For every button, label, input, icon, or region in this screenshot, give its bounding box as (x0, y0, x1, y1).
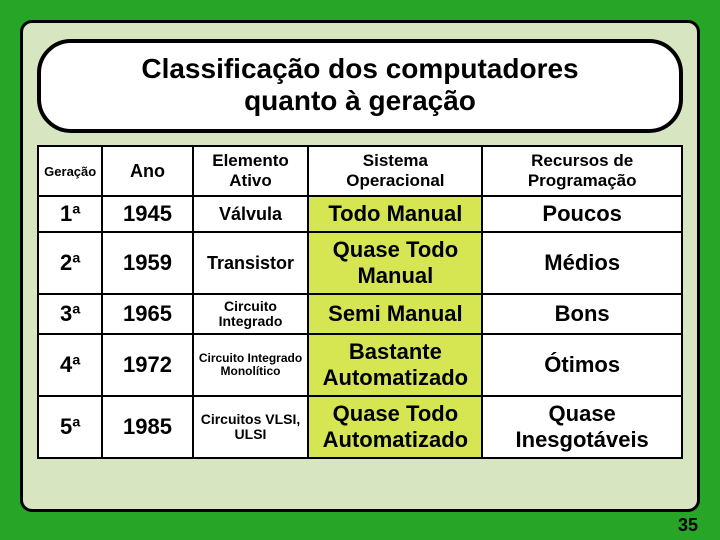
cell-recursos: Médios (482, 232, 682, 294)
cell-geracao: 4ª (38, 334, 102, 396)
cell-elemento: Transistor (193, 232, 309, 294)
slide-panel: Classificação dos computadores quanto à … (20, 20, 700, 512)
table-row: 2ª 1959 Transistor Quase Todo Manual Méd… (38, 232, 682, 294)
cell-ano: 1945 (102, 196, 192, 232)
header-recursos: Recursos de Programação (482, 146, 682, 196)
slide-outer: Classificação dos computadores quanto à … (0, 0, 720, 540)
cell-elemento: Circuito Integrado Monolítico (193, 334, 309, 396)
table-row: 4ª 1972 Circuito Integrado Monolítico Ba… (38, 334, 682, 396)
cell-ano: 1972 (102, 334, 192, 396)
cell-recursos: Bons (482, 294, 682, 333)
cell-elemento: Válvula (193, 196, 309, 232)
header-geracao: Geração (38, 146, 102, 196)
page-number: 35 (678, 515, 698, 536)
cell-geracao: 2ª (38, 232, 102, 294)
cell-sistema: Todo Manual (308, 196, 482, 232)
table-row: 1ª 1945 Válvula Todo Manual Poucos (38, 196, 682, 232)
cell-ano: 1985 (102, 396, 192, 458)
cell-geracao: 5ª (38, 396, 102, 458)
title-line-1: Classificação dos computadores (71, 53, 649, 85)
table-row: 5ª 1985 Circuitos VLSI, ULSI Quase Todo … (38, 396, 682, 458)
cell-elemento: Circuitos VLSI, ULSI (193, 396, 309, 458)
cell-sistema: Semi Manual (308, 294, 482, 333)
table-row: 3ª 1965 Circuito Integrado Semi Manual B… (38, 294, 682, 333)
header-ano: Ano (102, 146, 192, 196)
table-header-row: Geração Ano Elemento Ativo Sistema Opera… (38, 146, 682, 196)
title-line-2: quanto à geração (71, 85, 649, 117)
cell-geracao: 3ª (38, 294, 102, 333)
cell-sistema: Quase Todo Automatizado (308, 396, 482, 458)
cell-recursos: Poucos (482, 196, 682, 232)
cell-recursos: Quase Inesgotáveis (482, 396, 682, 458)
cell-geracao: 1ª (38, 196, 102, 232)
cell-recursos: Ótimos (482, 334, 682, 396)
header-sistema: Sistema Operacional (308, 146, 482, 196)
generations-table: Geração Ano Elemento Ativo Sistema Opera… (37, 145, 683, 458)
cell-ano: 1965 (102, 294, 192, 333)
cell-elemento: Circuito Integrado (193, 294, 309, 333)
cell-sistema: Quase Todo Manual (308, 232, 482, 294)
header-elemento: Elemento Ativo (193, 146, 309, 196)
title-box: Classificação dos computadores quanto à … (37, 39, 683, 133)
cell-ano: 1959 (102, 232, 192, 294)
cell-sistema: Bastante Automatizado (308, 334, 482, 396)
